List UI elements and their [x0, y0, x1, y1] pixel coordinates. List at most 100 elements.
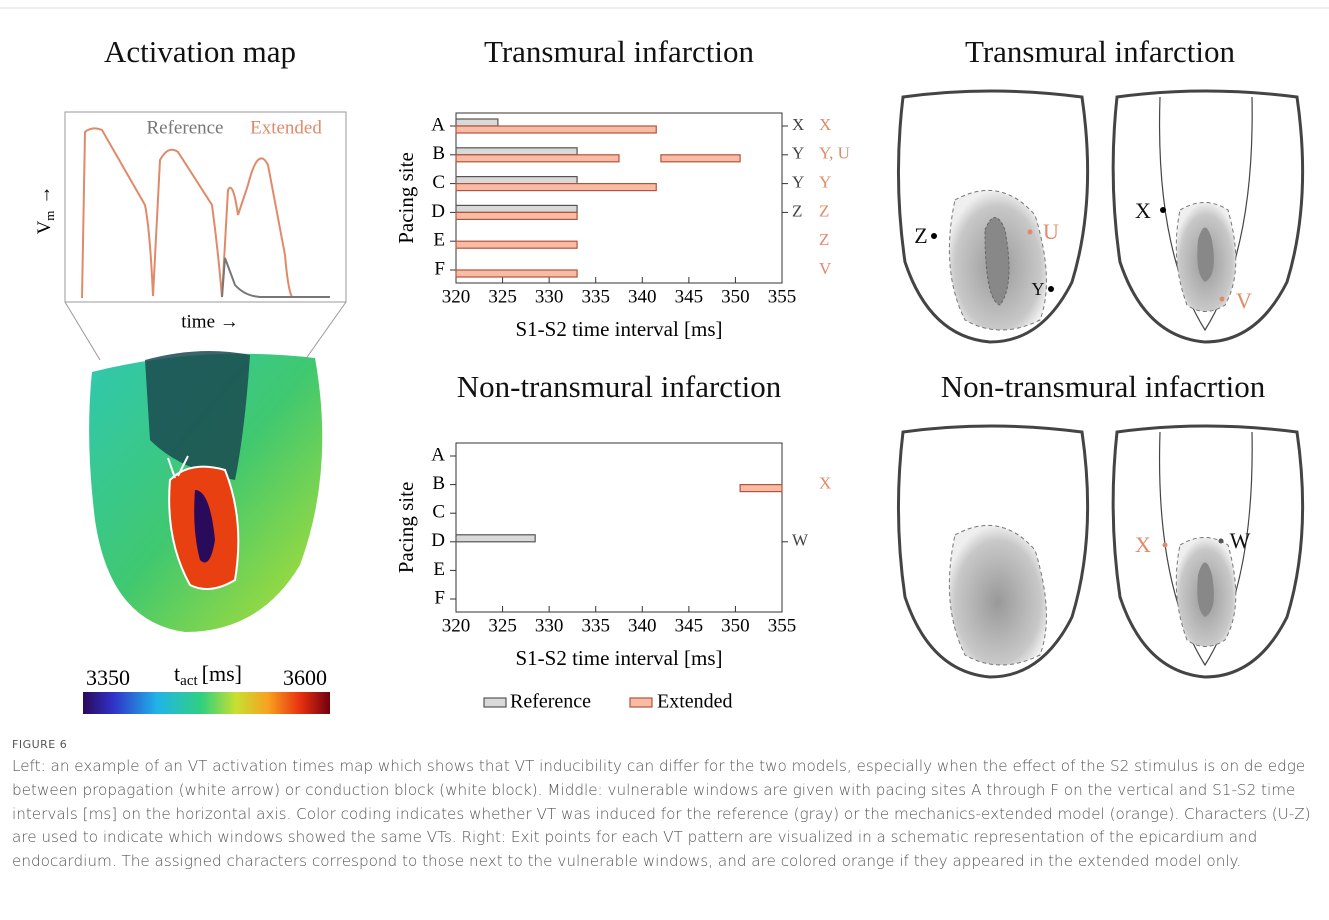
bar [455, 147, 578, 156]
schematics [896, 89, 1305, 679]
bar [660, 154, 741, 163]
zoom-line [64, 301, 101, 361]
legend-label: Extended [657, 691, 733, 713]
caption: FIGURE 6 Left: an example of an VT activ… [12, 738, 1312, 874]
exit-label: V [1236, 288, 1252, 313]
scar-core [1197, 227, 1214, 282]
y-axis-label: Pacing site [394, 152, 418, 244]
x-axis-label: S1-S2 time interval [ms] [515, 646, 722, 670]
exit-dot [1048, 286, 1054, 292]
exit-dot [1160, 207, 1166, 213]
x-tick-label: 345 [675, 615, 704, 636]
y-tick-label: B [432, 143, 445, 164]
bar [455, 269, 578, 278]
scar [948, 524, 1047, 666]
window-label: Y [792, 173, 804, 192]
x-tick-label: 355 [768, 615, 797, 636]
window-label: X [792, 115, 804, 134]
y-tick-label: F [434, 258, 445, 279]
y-tick-label: D [431, 530, 445, 551]
panel-title: Non-transmural infacrtion [941, 369, 1266, 404]
exit-label: X [1135, 198, 1151, 223]
bar [455, 154, 620, 163]
x-tick-label: 340 [628, 615, 657, 636]
window-label: Y [819, 173, 831, 192]
caption-label: FIGURE 6 [12, 738, 68, 751]
x-tick-label: 335 [581, 615, 610, 636]
y-tick-label: A [431, 444, 445, 465]
bar [455, 176, 578, 185]
inset-ylabel: Vm→ [34, 186, 57, 235]
exit-dot [1027, 229, 1033, 235]
y-tick-label: B [432, 473, 445, 494]
window-label: Y, U [819, 144, 850, 163]
x-tick-label: 355 [768, 286, 797, 307]
exit-dot [1162, 542, 1168, 548]
exit-label: U [1043, 219, 1059, 244]
y-tick-label: D [431, 201, 445, 222]
x-tick-label: 350 [721, 615, 750, 636]
propagation-arrow [167, 455, 189, 479]
bar [455, 118, 499, 127]
window-label: W [792, 531, 809, 550]
window-label: Y [792, 144, 804, 163]
window-label: Z [819, 201, 829, 220]
x-tick-label: 350 [721, 286, 750, 307]
extended-trace [81, 127, 330, 299]
legend-swatch [629, 697, 653, 708]
panel-title: Transmural infarction [965, 34, 1236, 69]
x-tick-label: 340 [628, 286, 657, 307]
x-axis-label: S1-S2 time interval [ms] [515, 317, 722, 341]
heart-cut [145, 351, 250, 480]
epicardium [896, 89, 1090, 344]
chart-title: Non-transmural infarction [457, 369, 782, 404]
figure: Activation map Reference Extended Vm→ ti… [0, 7, 1329, 714]
colorbar-min: 3350 [86, 665, 130, 690]
y-tick-label: E [433, 230, 445, 251]
block-region [194, 490, 215, 563]
exit-dot [931, 233, 937, 239]
endo-wall [1158, 96, 1253, 332]
y-axis-label: Pacing site [394, 482, 418, 574]
exit-label: Z [914, 223, 927, 248]
x-tick-label: 325 [488, 286, 517, 307]
legend-label: Reference [510, 691, 591, 713]
x-tick-label: 335 [581, 286, 610, 307]
x-tick-label: 320 [442, 286, 471, 307]
scar-core [984, 217, 1010, 306]
x-tick-label: 330 [535, 286, 564, 307]
legend-swatch [483, 697, 507, 708]
inset-frame [64, 111, 347, 303]
window-label: X [819, 115, 831, 134]
bar [455, 183, 657, 192]
bar [455, 125, 657, 134]
colorbar-max: 3600 [283, 665, 327, 690]
window-label: V [819, 259, 832, 278]
exit-points: Z U Y X V X W [914, 198, 1252, 557]
chart-title: Transmural infarction [484, 34, 755, 69]
y-tick-label: E [433, 559, 445, 580]
inset-legend: Extended [250, 117, 322, 138]
colorbar-label: tact [ms] [174, 661, 242, 689]
window-label: X [819, 474, 831, 493]
y-tick-label: F [434, 587, 445, 608]
reference-trace [221, 257, 330, 298]
bar [455, 211, 578, 220]
x-tick-label: 330 [535, 615, 564, 636]
exit-dot [1218, 538, 1224, 544]
window-label: Z [792, 201, 802, 220]
plot-frame [455, 112, 783, 284]
plot-frame [455, 442, 783, 613]
colorbar [83, 692, 330, 714]
x-tick-label: 325 [488, 615, 517, 636]
inset-legend: Reference [147, 117, 224, 138]
bar [739, 484, 783, 493]
endocardium [1111, 424, 1305, 679]
exit-dot [1219, 296, 1225, 302]
inset-xlabel: time → [181, 311, 239, 332]
exit-label: X [1135, 532, 1151, 557]
bar [455, 240, 578, 249]
exit-label: W [1230, 528, 1251, 553]
window-label: Z [819, 230, 829, 249]
